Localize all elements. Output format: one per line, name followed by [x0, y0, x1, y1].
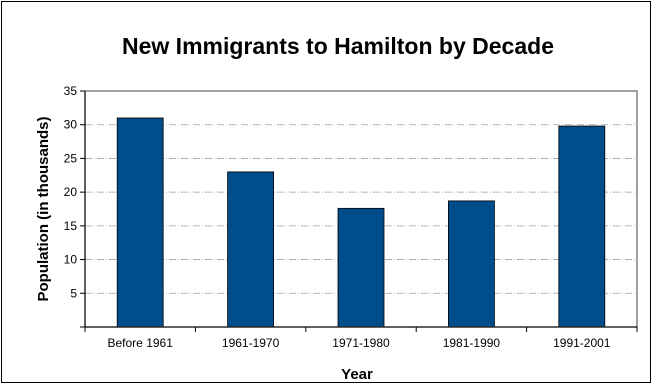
y-tick-label: 5 — [70, 286, 77, 300]
y-tick-label: 15 — [64, 219, 78, 233]
y-tick-label: 20 — [64, 185, 78, 199]
bar — [227, 171, 275, 328]
bar — [558, 125, 606, 328]
y-tick-labels: 5 10 15 20 25 30 35 — [64, 84, 78, 300]
chart-title: New Immigrants to Hamilton by Decade — [122, 33, 554, 59]
y-tick-label: 25 — [64, 151, 78, 165]
x-tick-labels: Before 1961 1961-1970 1971-1980 1981-1990 19… — [108, 336, 611, 350]
x-axis-title: Year — [341, 366, 373, 383]
bar — [116, 117, 164, 328]
bars — [116, 117, 606, 328]
y-tick-label: 10 — [64, 253, 78, 267]
y-tick-label: 30 — [64, 118, 78, 132]
x-tick-label: 1971-1980 — [332, 336, 390, 350]
axes — [80, 90, 638, 332]
x-tick-label: 1981-1990 — [443, 336, 501, 350]
y-axis-title: Population (in thousands) — [35, 117, 52, 302]
bar — [447, 200, 495, 328]
x-tick-label: Before 1961 — [108, 336, 174, 350]
y-tick-label: 35 — [64, 84, 78, 98]
x-tick-label: 1961-1970 — [222, 336, 280, 350]
x-tick-label: 1991-2001 — [553, 336, 611, 350]
bar — [337, 207, 385, 328]
